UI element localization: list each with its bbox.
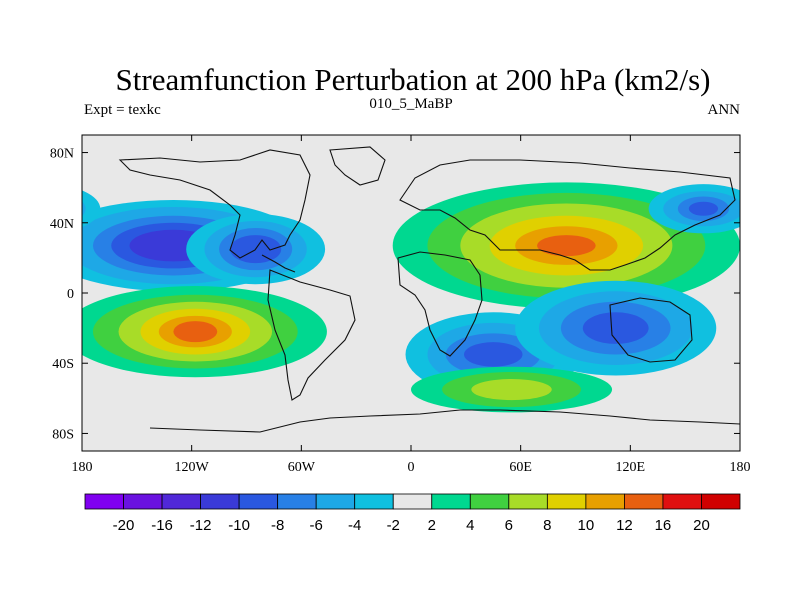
colorbar-swatch (315, 493, 356, 510)
y-tick-label: 80S (52, 427, 74, 442)
colorbar: -20 -16 -12 -10 -8 -6 -4 -2 2 4 6 8 10 12 16 20 (84, 493, 741, 534)
chart-title: Streamfunction Perturbation at 200 hPa (… (116, 62, 711, 97)
colorbar-label: -8 (271, 517, 284, 534)
colorbar-label: -4 (348, 517, 361, 534)
colorbar-swatch (701, 493, 741, 510)
colorbar-swatch (392, 493, 433, 510)
contour-band (464, 342, 523, 367)
y-axis: 80N 40N 0 40S 80S (50, 147, 740, 442)
colorbar-swatch (200, 493, 240, 510)
x-tick-label: 120W (175, 460, 210, 475)
coast-greenland (329, 146, 386, 186)
colorbar-label: 12 (616, 517, 633, 534)
x-tick-label: 60E (509, 460, 532, 475)
colorbar-swatch (585, 493, 625, 510)
y-tick-label: 40N (50, 217, 74, 232)
colorbar-label: 8 (543, 517, 551, 534)
colorbar-label: 10 (578, 517, 595, 534)
y-tick-label: 80N (50, 147, 74, 162)
contour-band (537, 235, 596, 257)
y-tick-label: 0 (67, 287, 74, 302)
coast-antarctica (149, 409, 740, 433)
season-label: ANN (708, 102, 741, 118)
colorbar-label: 20 (693, 517, 710, 534)
coast-south-america (267, 269, 356, 401)
experiment-label: Expt = texkc (84, 102, 161, 118)
case-label: 010_5_MaBP (369, 96, 452, 112)
colorbar-swatch (123, 493, 163, 510)
colorbar-label: 2 (428, 517, 436, 534)
x-tick-label: 180 (72, 460, 93, 475)
contour-band (82, 201, 86, 217)
coast-north-america (118, 149, 311, 259)
colorbar-label: -20 (113, 517, 135, 534)
colorbar-label: 16 (655, 517, 672, 534)
colorbar-swatch (161, 493, 201, 510)
contour-band (688, 201, 719, 216)
colorbar-label: 6 (505, 517, 513, 534)
colorbar-swatch (508, 493, 548, 510)
colorbar-label: -2 (387, 517, 400, 534)
contour-band (582, 312, 649, 344)
coast-central-america (261, 254, 296, 273)
contour-band (82, 190, 101, 228)
feature-australian-low (515, 280, 717, 376)
x-axis: 180 120W 60W 0 60E 120E 180 (72, 135, 751, 475)
colorbar-label: 4 (466, 517, 474, 534)
feature-southern-ocean-high (411, 366, 613, 413)
contour-band (31, 202, 60, 216)
coast-eurasia (399, 159, 736, 271)
x-tick-label: 60W (288, 460, 316, 475)
feature-south-pacific-high (82, 285, 327, 378)
colorbar-label: -16 (151, 517, 173, 534)
colorbar-swatch (469, 493, 510, 510)
map-panel (31, 135, 740, 451)
x-tick-label: 120E (616, 460, 646, 475)
colorbar-label: -12 (190, 517, 212, 534)
colorbar-label: -10 (228, 517, 250, 534)
coast-africa (397, 251, 483, 357)
y-tick-label: 40S (52, 357, 74, 372)
feature-nw-pacific-low (31, 184, 740, 234)
colorbar-swatch (624, 493, 664, 510)
colorbar-swatch (431, 493, 471, 510)
colorbar-swatch (238, 493, 279, 510)
colorbar-swatch (277, 493, 317, 510)
x-tick-label: 180 (730, 460, 751, 475)
x-tick-label: 0 (408, 460, 415, 475)
colorbar-swatch (546, 493, 587, 510)
contour-band (173, 321, 218, 343)
contour-fields (31, 182, 740, 413)
contour-band (471, 379, 552, 401)
colorbar-swatch (84, 493, 124, 510)
colorbar-label: -6 (310, 517, 323, 534)
colorbar-swatch (354, 493, 394, 510)
coastlines (118, 146, 740, 433)
colorbar-swatch (662, 493, 702, 510)
coast-australia (609, 297, 693, 363)
